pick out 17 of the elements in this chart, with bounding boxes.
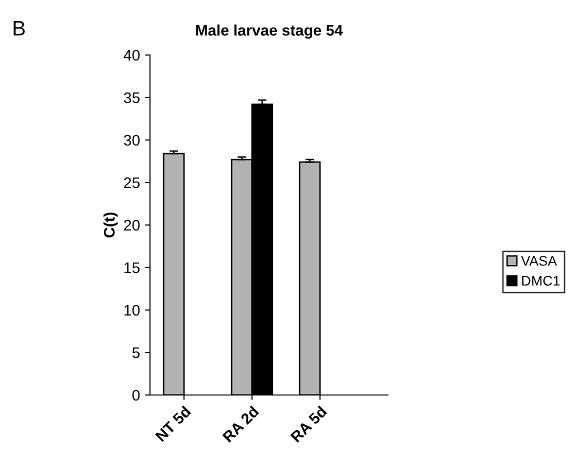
y-tick-label: 40 bbox=[124, 50, 140, 61]
text: B bbox=[14, 21, 25, 36]
y-axis-title: C(t) bbox=[103, 212, 118, 238]
y-tick-label: 15 bbox=[124, 262, 140, 274]
y-tick-label: 10 bbox=[124, 304, 140, 316]
x-tick-label: NT 5d bbox=[154, 405, 192, 442]
x-tick-label: RA 2d bbox=[222, 405, 260, 443]
y-tick-label: 30 bbox=[124, 134, 140, 146]
y-tick-label: 35 bbox=[124, 92, 140, 104]
legend-label: VASA bbox=[521, 256, 558, 266]
y-tick-label: 25 bbox=[124, 177, 140, 188]
y-tick-label: 5 bbox=[132, 348, 140, 358]
y-tick-label: 0 bbox=[132, 390, 140, 401]
legend-label: DMC1 bbox=[522, 276, 560, 286]
chart-title: Male larvae stage 54 bbox=[196, 24, 343, 39]
x-tick-label: RA 5d bbox=[290, 405, 328, 443]
y-tick-label: 20 bbox=[124, 220, 140, 231]
